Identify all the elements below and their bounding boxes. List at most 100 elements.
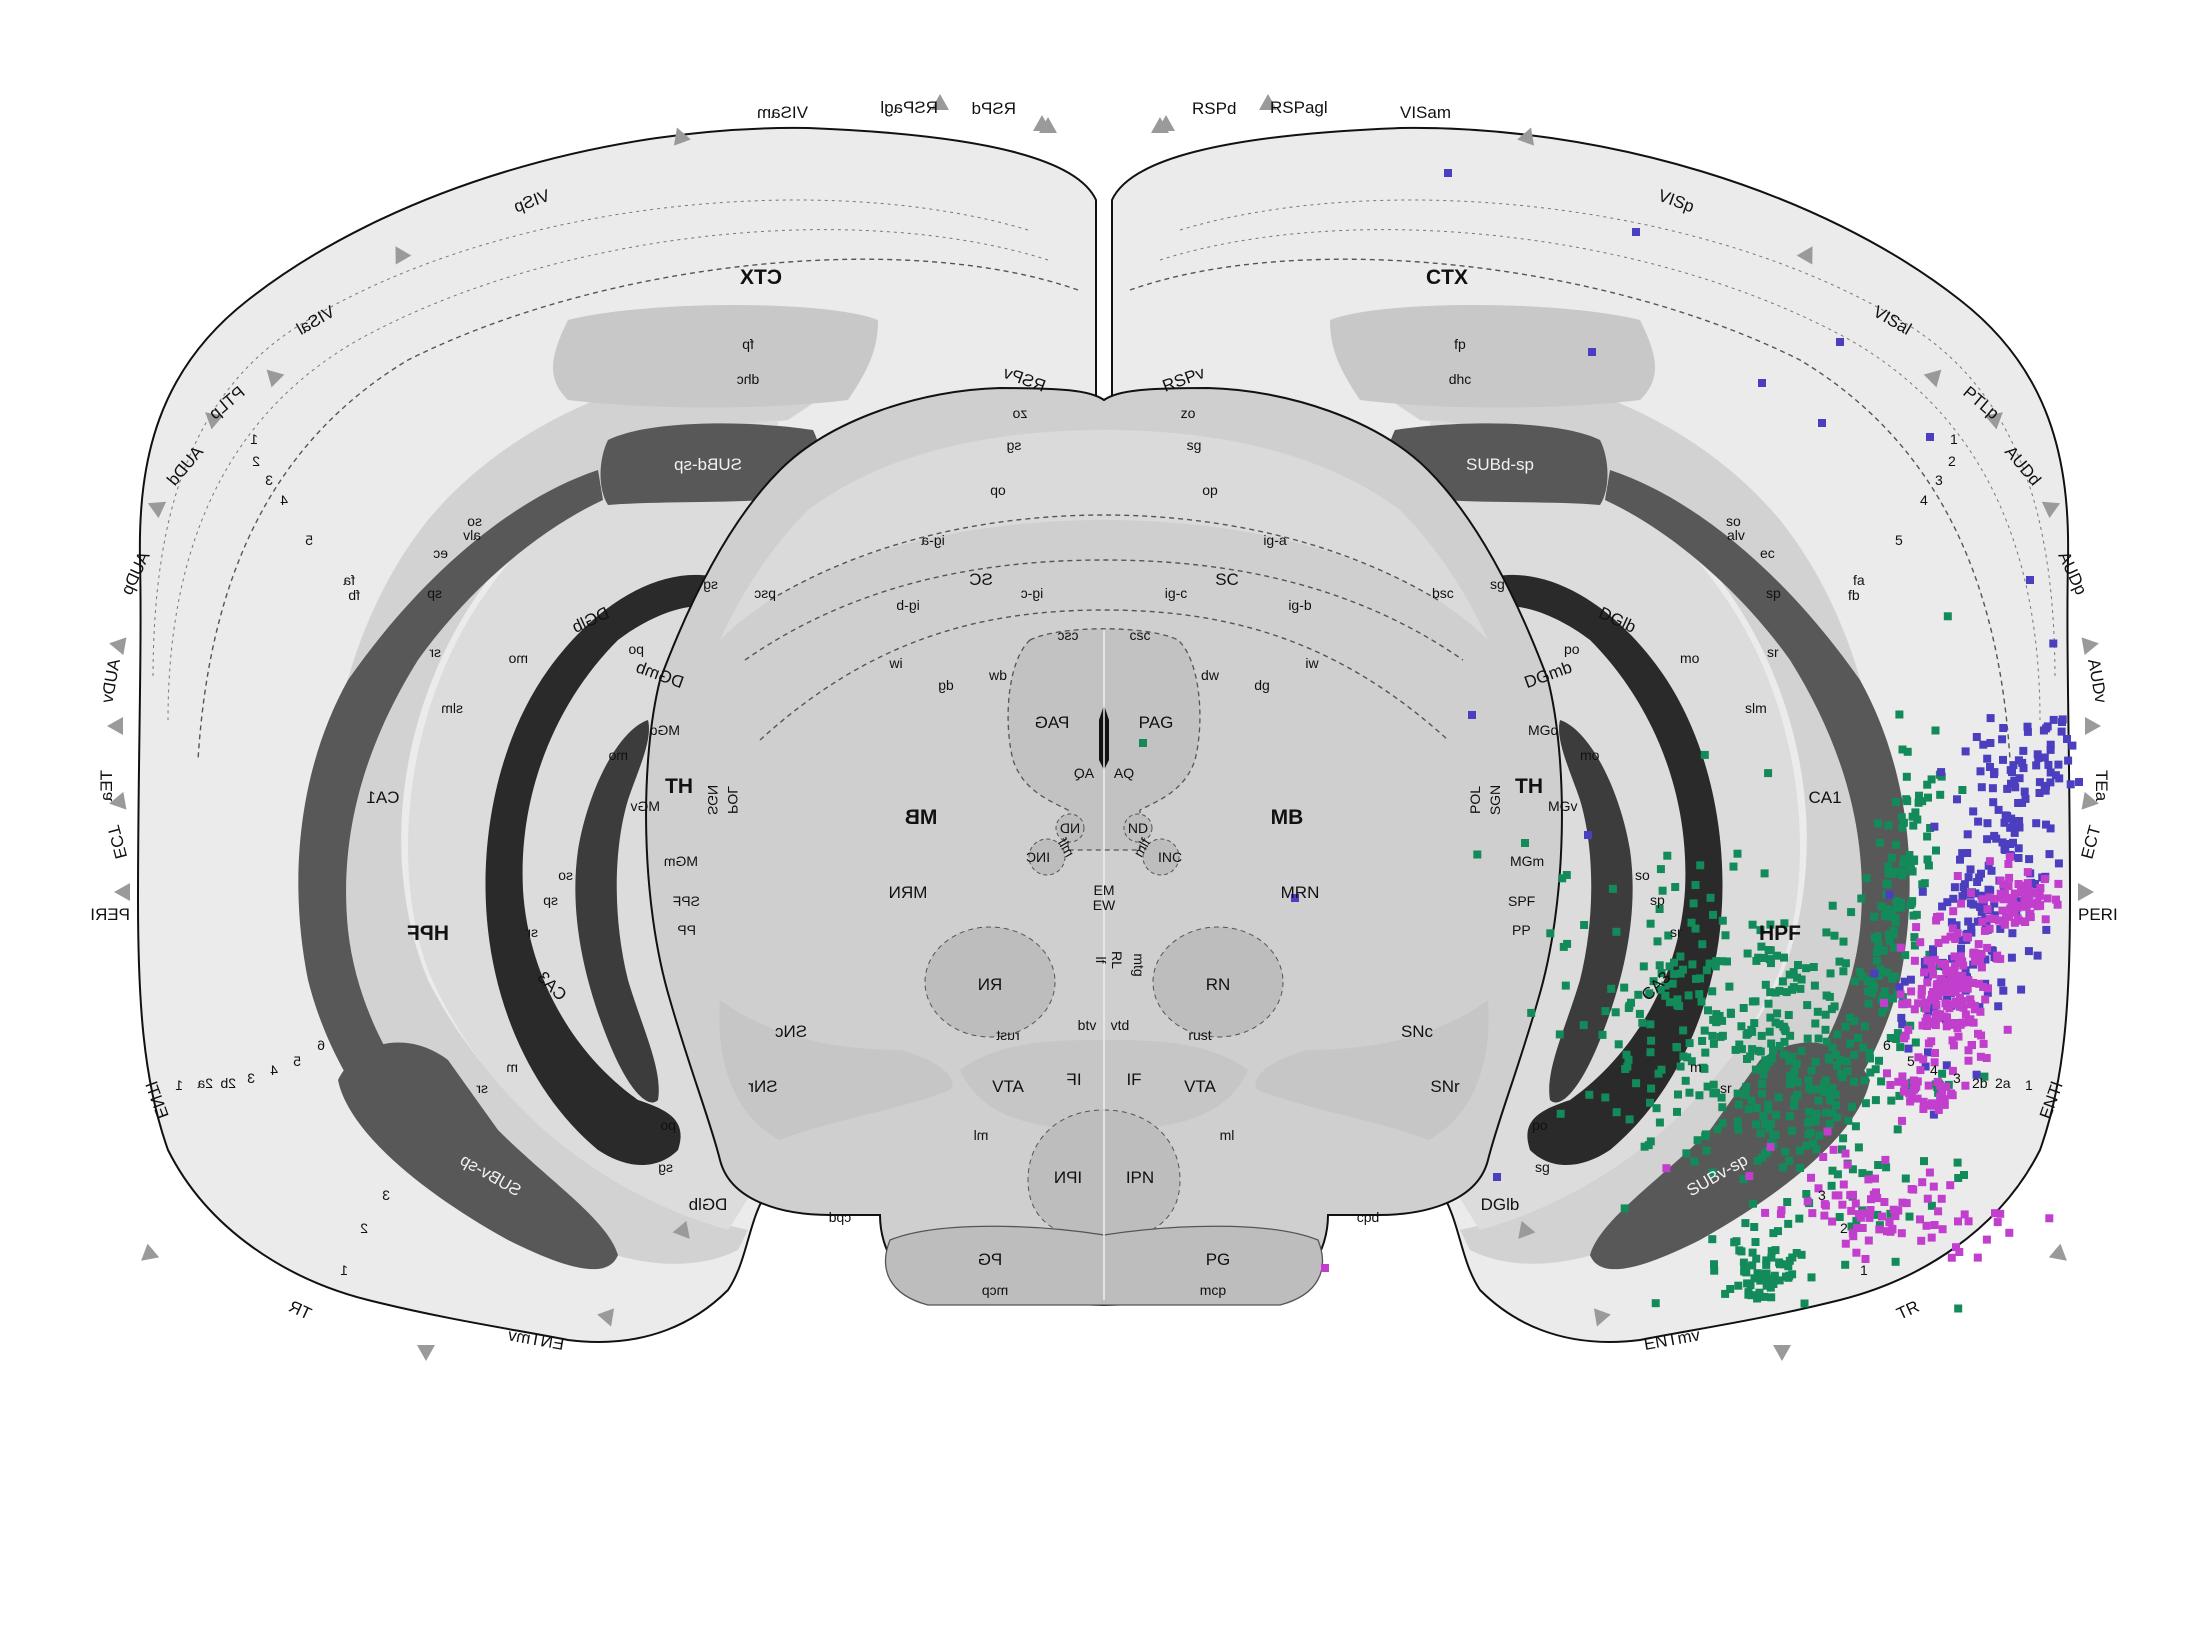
cell-cluster-6-67 bbox=[2018, 888, 2027, 897]
cell-cluster-0-385 bbox=[1766, 946, 1775, 955]
cell-cluster-3-176 bbox=[1898, 1020, 1907, 1029]
cell-cluster-0-236 bbox=[1634, 990, 1643, 999]
cell-cluster-0-116 bbox=[1687, 1057, 1696, 1066]
cell-cluster-2-22 bbox=[1740, 1267, 1749, 1276]
right-sr2: sr bbox=[1670, 924, 1682, 940]
cell-cluster-5-123 bbox=[1904, 1025, 1913, 1034]
cell-cluster-5-149 bbox=[1979, 1039, 1988, 1048]
cell-cluster-0-301 bbox=[1772, 1111, 1780, 1120]
left-thal-mo: mo bbox=[608, 747, 628, 763]
left-ent-2a: 2a bbox=[197, 1075, 213, 1091]
cell-cluster-1-3 bbox=[1923, 780, 1932, 789]
cell-cluster-6-48 bbox=[2030, 889, 2038, 898]
left-tr-2: 2 bbox=[360, 1220, 368, 1236]
cell-cluster-0-76 bbox=[1685, 1088, 1694, 1097]
cell-cluster-0-341 bbox=[1718, 1031, 1727, 1040]
right-csc-label: csc bbox=[1130, 627, 1151, 643]
cell-cluster-3-13 bbox=[1994, 805, 2003, 814]
cell-cluster-5-165 bbox=[1951, 978, 1960, 986]
cell-cluster-5-111 bbox=[1922, 1004, 1930, 1013]
cell-cluster-0-54 bbox=[1702, 966, 1711, 975]
cell-cluster-0-62 bbox=[1826, 969, 1835, 978]
cell-cluster-7-20 bbox=[1891, 1212, 1900, 1221]
cell-cluster-3-3 bbox=[1895, 983, 1904, 992]
cell-cluster-2-51 bbox=[1710, 1266, 1719, 1275]
cell-cluster-0-215 bbox=[1805, 1107, 1814, 1116]
cell-cluster-0-326 bbox=[1858, 1169, 1867, 1178]
cell-cluster-4-15 bbox=[1999, 724, 2008, 732]
cell-cluster-0-85 bbox=[1794, 961, 1802, 969]
cell-cluster-0-203 bbox=[1731, 1045, 1740, 1054]
cell-cluster-3-135 bbox=[1977, 869, 1985, 878]
cell-cluster-0-318 bbox=[1752, 1120, 1761, 1129]
left-ent-3: 3 bbox=[247, 1070, 255, 1086]
cell-cluster-6-35 bbox=[2004, 860, 2013, 868]
cell-cluster-0-149 bbox=[1780, 1050, 1789, 1059]
cell-cluster-0-145 bbox=[1668, 979, 1677, 988]
cell-cluster-0-70 bbox=[1679, 1026, 1688, 1035]
cell-cluster-0-309 bbox=[1658, 886, 1667, 895]
cell-cluster-3-85 bbox=[1973, 917, 1982, 926]
cell-cluster-0-209 bbox=[1822, 928, 1831, 937]
cell-cluster-5-151 bbox=[1930, 1058, 1939, 1067]
cell-cluster-5-140 bbox=[1966, 1015, 1975, 1024]
cell-cluster-6-72 bbox=[2022, 886, 2031, 895]
left-boundary-marker-3 bbox=[673, 127, 691, 146]
sc-boundary-3 bbox=[759, 609, 1449, 741]
cell-cluster-0-217 bbox=[1743, 949, 1752, 958]
cell-cluster-3-9 bbox=[1950, 883, 1959, 892]
cell-cluster-7-7 bbox=[1662, 1164, 1671, 1173]
cell-cluster-7-41 bbox=[1947, 1253, 1956, 1262]
cell-cluster-3-35 bbox=[1953, 795, 1961, 804]
left-boundary-marker-1 bbox=[931, 94, 949, 110]
right-dg-label: dg bbox=[1254, 677, 1270, 693]
cell-cluster-0-24 bbox=[1708, 1168, 1717, 1177]
cell-cluster-5-10 bbox=[1975, 979, 1984, 988]
left-psc: psc bbox=[754, 585, 776, 601]
cell-cluster-1-75 bbox=[1927, 775, 1936, 784]
cell-cluster-0-271 bbox=[1698, 1037, 1707, 1045]
midline-rl: RL bbox=[1109, 951, 1125, 969]
cell-cluster-2-45 bbox=[1748, 1261, 1757, 1270]
cell-cluster-0-163 bbox=[1611, 1008, 1620, 1017]
cell-cluster-4-39 bbox=[2068, 741, 2077, 750]
cell-cluster-0-83 bbox=[1649, 977, 1658, 986]
right-igc-label: ig-c bbox=[1165, 585, 1188, 601]
right-mgd: MGd bbox=[1528, 722, 1558, 738]
cell-cluster-0-25 bbox=[1873, 1210, 1882, 1219]
cell-cluster-1-9 bbox=[1890, 943, 1898, 952]
cell-cluster-0-261 bbox=[1960, 1171, 1968, 1179]
cell-cluster-0-409 bbox=[1811, 1057, 1820, 1066]
cell-cluster-5-52 bbox=[1900, 1034, 1909, 1043]
left-ent-1: 1 bbox=[175, 1077, 183, 1093]
cell-cluster-0-9 bbox=[1751, 1065, 1760, 1074]
right-tr-2: 2 bbox=[1840, 1220, 1848, 1236]
cell-cluster-0-180 bbox=[1764, 1105, 1773, 1114]
cell-cluster-3-72 bbox=[1966, 899, 1975, 908]
cell-cluster-7-10 bbox=[1925, 1168, 1934, 1177]
cell-cluster-6-68 bbox=[2040, 875, 2049, 884]
cell-cluster-1-38 bbox=[1877, 902, 1886, 911]
cell-cluster-3-44 bbox=[1947, 918, 1956, 927]
cell-cluster-1-61 bbox=[1876, 965, 1885, 974]
cell-cluster-0-249 bbox=[1864, 987, 1872, 996]
cell-cluster-0-52 bbox=[1709, 1080, 1718, 1089]
cell-cluster-0-30 bbox=[1893, 1125, 1902, 1134]
cell-cluster-3-159 bbox=[2024, 947, 2033, 956]
cell-cluster-0-187 bbox=[1811, 1019, 1820, 1028]
cell-cluster-0-352 bbox=[1757, 1031, 1766, 1040]
cell-cluster-2-44 bbox=[1788, 1270, 1797, 1279]
cell-cluster-6-27 bbox=[2021, 918, 2030, 926]
cell-cluster-3-89 bbox=[2046, 824, 2055, 833]
cell-cluster-1-100 bbox=[1936, 790, 1945, 799]
cell-cluster-7-6 bbox=[1996, 1209, 2005, 1218]
cell-single-11 bbox=[1291, 894, 1299, 902]
cell-cluster-0-122 bbox=[1708, 1235, 1717, 1244]
cell-cluster-3-36 bbox=[1900, 977, 1909, 986]
cell-cluster-0-135 bbox=[1718, 957, 1727, 966]
cell-cluster-7-40 bbox=[1952, 1243, 1960, 1252]
cell-cluster-0-138 bbox=[1828, 1043, 1837, 1052]
cell-cluster-0-373 bbox=[1787, 1126, 1796, 1135]
cell-cluster-0-20 bbox=[1696, 861, 1705, 870]
cell-cluster-8-26 bbox=[1948, 1091, 1957, 1100]
